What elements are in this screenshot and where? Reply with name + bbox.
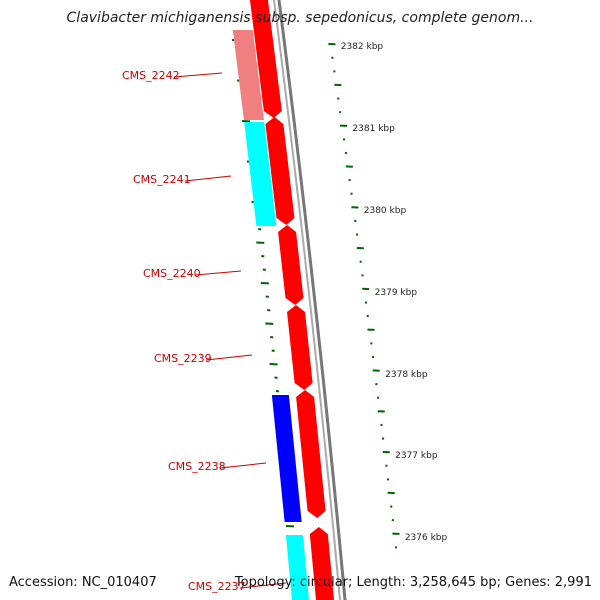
genome-backbone: [272, 0, 347, 600]
gene-label: CMS_2239: [154, 352, 212, 365]
gene-cms-2241-shape: [265, 117, 295, 225]
topology-summary: Topology: circular; Length: 3,258,645 bp…: [234, 575, 592, 590]
accession-text: Accession: NC_010407: [9, 575, 157, 590]
scale-label: 2379 kbp: [375, 288, 418, 298]
gene-cms-2242-shape: [249, 0, 282, 118]
gene-label-leader: [194, 270, 242, 276]
gene-features: [232, 0, 334, 600]
gene-cms-2237-shape: [309, 527, 334, 600]
gene-label-leader: [173, 72, 223, 78]
gene-label-leader: [219, 462, 267, 469]
scale-labels: 2382 kbp 2381 kbp 2380 kbp 2379 kbp 2378 kbp…: [341, 42, 448, 543]
gene-label: CMS_2240: [143, 267, 201, 280]
gene-label: CMS_2241: [133, 173, 191, 186]
gene-cms-2242-rev-shape: [232, 30, 264, 120]
backbone-outer-line: [277, 0, 347, 600]
gene-label: CMS_2238: [168, 460, 226, 473]
gene-cms-2241-rev-shape: [244, 122, 277, 226]
backbone-inner-line: [272, 0, 342, 600]
scale-label: 2382 kbp: [341, 42, 384, 52]
scale-label: 2378 kbp: [385, 370, 428, 380]
gene-label-leader: [239, 582, 287, 589]
gene-cms-2238-shape: [296, 390, 326, 518]
scale-label: 2377 kbp: [395, 451, 438, 461]
gene-cms-2237-rev-shape: [285, 535, 309, 600]
gene-cms-2240-shape: [278, 225, 304, 305]
gene-label: CMS_2242: [122, 69, 180, 82]
genome-title: Clavibacter michiganensis subsp. sepedon…: [66, 10, 534, 26]
outer-tick-marks: [328, 43, 400, 549]
gene-labels: CMS_2242 CMS_2241 CMS_2240 CMS_2239 CMS_2238…: [122, 69, 287, 593]
gene-cms-2238-rev-shape: [271, 395, 302, 522]
gene-label: CMS_2237: [188, 580, 246, 593]
scale-label: 2381 kbp: [352, 124, 395, 134]
gene-label-leader: [184, 175, 232, 182]
scale-label: 2380 kbp: [364, 206, 407, 216]
scale-label: 2376 kbp: [405, 533, 448, 543]
gene-cms-2239-shape: [287, 305, 313, 390]
gene-label-leader: [205, 354, 253, 361]
